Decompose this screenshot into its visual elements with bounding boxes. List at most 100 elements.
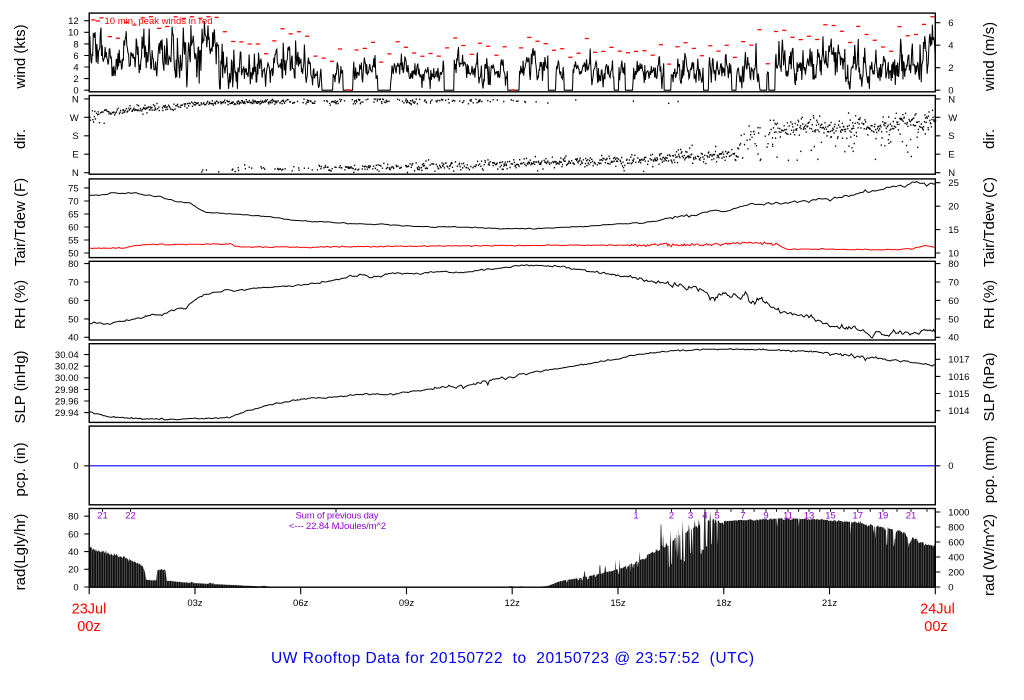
svg-text:10: 10 — [68, 28, 79, 39]
svg-text:SLP (hPa): SLP (hPa) — [981, 353, 998, 422]
svg-text:21z: 21z — [822, 598, 838, 609]
svg-text:60: 60 — [68, 529, 79, 540]
svg-text:11: 11 — [783, 511, 793, 522]
svg-text:rad(Lgly/hr): rad(Lgly/hr) — [12, 514, 29, 591]
svg-text:15z: 15z — [610, 598, 626, 609]
svg-text:21: 21 — [906, 511, 917, 522]
svg-text:60: 60 — [948, 296, 959, 307]
svg-text:19: 19 — [878, 511, 889, 522]
svg-text:30.04: 30.04 — [55, 350, 79, 361]
svg-text:55: 55 — [68, 235, 79, 246]
svg-text:Tair/Tdew (C): Tair/Tdew (C) — [981, 177, 998, 267]
svg-text:80: 80 — [68, 512, 79, 523]
svg-text:30.02: 30.02 — [55, 362, 79, 373]
svg-text:13: 13 — [804, 511, 815, 522]
svg-text:UW Rooftop Data for 20150722: UW Rooftop Data for 20150722 to 20150723… — [271, 650, 754, 667]
svg-text:25: 25 — [948, 178, 959, 189]
svg-text:20: 20 — [68, 565, 79, 576]
svg-text:4: 4 — [73, 62, 78, 73]
svg-text:0: 0 — [948, 86, 953, 97]
svg-text:4: 4 — [948, 41, 953, 52]
svg-text:03z: 03z — [187, 598, 203, 609]
svg-text:9: 9 — [763, 511, 768, 522]
svg-text:N: N — [72, 94, 79, 105]
svg-text:29.94: 29.94 — [55, 408, 79, 419]
svg-text:RH (%): RH (%) — [981, 280, 998, 329]
svg-text:0: 0 — [948, 461, 953, 472]
svg-text:0: 0 — [948, 582, 953, 593]
svg-text:21: 21 — [97, 511, 108, 522]
svg-text:50: 50 — [68, 248, 79, 259]
svg-text:75: 75 — [68, 183, 79, 194]
svg-text:06z: 06z — [293, 598, 309, 609]
svg-text:rad (W/m^2): rad (W/m^2) — [981, 514, 998, 596]
svg-text:6: 6 — [948, 18, 953, 29]
svg-text:17: 17 — [852, 511, 863, 522]
svg-text:1015: 1015 — [948, 389, 969, 400]
svg-text:24Jul: 24Jul — [920, 602, 955, 618]
svg-text:3: 3 — [688, 511, 693, 522]
svg-text:8: 8 — [73, 39, 78, 50]
svg-text:65: 65 — [68, 209, 79, 220]
svg-text:400: 400 — [948, 552, 964, 563]
svg-text:30.00: 30.00 — [55, 373, 79, 384]
svg-text:12: 12 — [68, 16, 79, 27]
svg-text:N: N — [72, 168, 79, 179]
svg-text:15: 15 — [948, 225, 959, 236]
svg-text:pcp. (in): pcp. (in) — [12, 442, 29, 496]
svg-text:80: 80 — [948, 259, 959, 270]
svg-text:50: 50 — [68, 314, 79, 325]
svg-text:20: 20 — [948, 202, 959, 213]
svg-text:<--- 22.84 MJoules/m^2: <--- 22.84 MJoules/m^2 — [289, 521, 386, 532]
svg-text:29.98: 29.98 — [55, 385, 79, 396]
svg-text:22: 22 — [125, 511, 136, 522]
svg-text:dir.: dir. — [981, 129, 998, 149]
svg-text:50: 50 — [948, 314, 959, 325]
svg-text:Tair/Tdew (F): Tair/Tdew (F) — [12, 178, 29, 266]
svg-text:1: 1 — [633, 511, 638, 522]
svg-text:23Jul: 23Jul — [72, 602, 107, 618]
svg-text:18z: 18z — [716, 598, 732, 609]
svg-text:Sum of previous day: Sum of previous day — [296, 511, 379, 522]
svg-text:S: S — [72, 131, 78, 142]
svg-text:wind (m/s): wind (m/s) — [981, 22, 998, 92]
svg-text:10: 10 — [948, 248, 959, 259]
svg-text:W: W — [70, 113, 79, 124]
svg-text:70: 70 — [68, 277, 79, 288]
svg-text:2: 2 — [948, 63, 953, 74]
svg-text:6: 6 — [73, 51, 78, 62]
svg-text:00z: 00z — [924, 619, 947, 635]
svg-text:1000: 1000 — [948, 507, 969, 518]
svg-text:S: S — [948, 131, 954, 142]
svg-text:1014: 1014 — [948, 406, 969, 417]
svg-text:2: 2 — [73, 74, 78, 85]
svg-text:600: 600 — [948, 537, 964, 548]
svg-text:70: 70 — [68, 196, 79, 207]
svg-text:4: 4 — [702, 511, 707, 522]
svg-text:E: E — [948, 150, 954, 161]
svg-text:60: 60 — [68, 296, 79, 307]
svg-text:10 min. peak winds in red: 10 min. peak winds in red — [105, 16, 213, 27]
svg-text:800: 800 — [948, 522, 964, 533]
svg-text:N: N — [948, 94, 955, 105]
svg-text:1016: 1016 — [948, 372, 969, 383]
svg-text:09z: 09z — [399, 598, 415, 609]
svg-text:RH (%): RH (%) — [12, 280, 29, 329]
svg-text:pcp. (mm): pcp. (mm) — [981, 436, 998, 504]
svg-text:E: E — [72, 150, 78, 161]
svg-text:N: N — [948, 168, 955, 179]
svg-text:40: 40 — [68, 547, 79, 558]
svg-text:60: 60 — [68, 222, 79, 233]
svg-text:SLP (inHg): SLP (inHg) — [12, 350, 29, 423]
svg-text:wind (kts): wind (kts) — [12, 24, 29, 89]
svg-text:80: 80 — [68, 259, 79, 270]
svg-text:70: 70 — [948, 277, 959, 288]
svg-text:2: 2 — [669, 511, 674, 522]
svg-text:15: 15 — [825, 511, 836, 522]
svg-text:dir.: dir. — [12, 129, 29, 149]
svg-text:1017: 1017 — [948, 355, 969, 366]
svg-text:12z: 12z — [505, 598, 521, 609]
svg-text:0: 0 — [73, 461, 78, 472]
svg-text:W: W — [948, 113, 957, 124]
svg-text:29.96: 29.96 — [55, 396, 79, 407]
